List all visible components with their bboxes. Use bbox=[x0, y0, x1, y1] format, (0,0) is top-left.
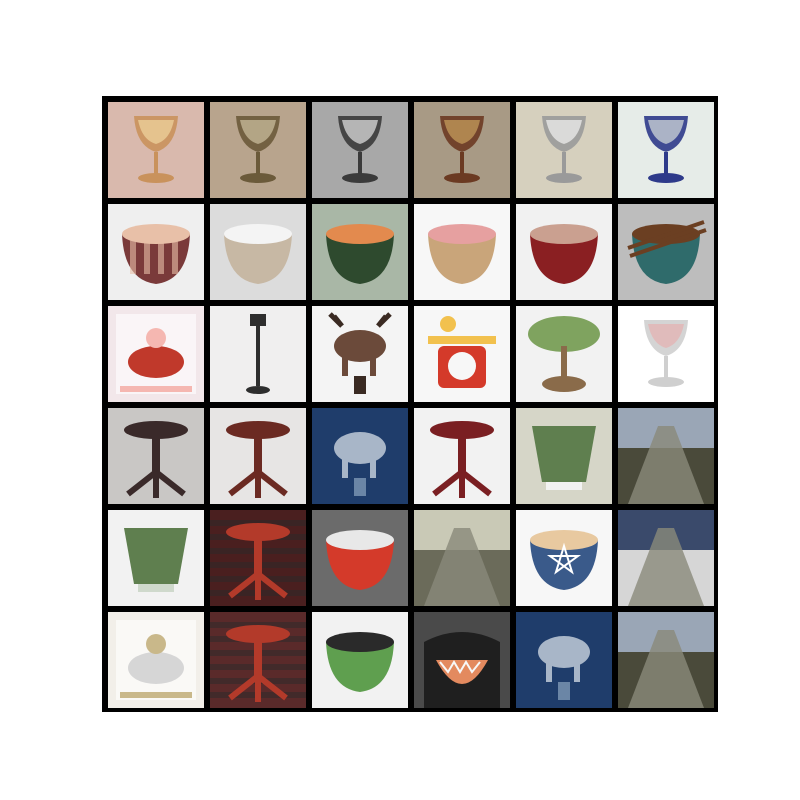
grid-tile bbox=[414, 102, 510, 198]
elephant-figurine-image bbox=[516, 612, 612, 708]
grid-tile bbox=[108, 102, 204, 198]
punch-bowl-image bbox=[312, 510, 408, 606]
grid-tile bbox=[312, 204, 408, 300]
goblet-glass-image bbox=[108, 102, 204, 198]
tree-lamp-image bbox=[516, 306, 612, 402]
bowl-watermelon-image bbox=[312, 204, 408, 300]
grid-tile bbox=[618, 102, 714, 198]
grid-tile bbox=[414, 510, 510, 606]
grid-tile bbox=[210, 102, 306, 198]
grid-tile bbox=[210, 612, 306, 708]
grid-tile bbox=[414, 408, 510, 504]
grid-tile bbox=[108, 204, 204, 300]
grid-tile bbox=[516, 204, 612, 300]
pentagram-cup-image bbox=[516, 510, 612, 606]
grid-tile bbox=[618, 612, 714, 708]
street-lamp-image bbox=[210, 306, 306, 402]
image-grid bbox=[102, 96, 718, 712]
canal-bridge-image bbox=[618, 408, 714, 504]
grid-tile bbox=[210, 204, 306, 300]
bowl-pottery-image bbox=[414, 204, 510, 300]
table-red-image bbox=[414, 408, 510, 504]
bowl-red-image bbox=[516, 204, 612, 300]
grid-tile bbox=[312, 306, 408, 402]
rug-table-image bbox=[210, 510, 306, 606]
toy-clock-image bbox=[414, 306, 510, 402]
rug-table-image bbox=[210, 612, 306, 708]
grid-tile bbox=[108, 306, 204, 402]
grid-tile bbox=[210, 306, 306, 402]
grid-tile bbox=[414, 204, 510, 300]
bowl-striped-image bbox=[108, 204, 204, 300]
elephant-figurine-image bbox=[312, 408, 408, 504]
magazine-rabbit-image bbox=[108, 612, 204, 708]
grid-tile bbox=[210, 510, 306, 606]
grid-tile bbox=[108, 612, 204, 708]
goblet-metal-image bbox=[210, 102, 306, 198]
moose-figurine-image bbox=[312, 306, 408, 402]
grid-tile bbox=[210, 408, 306, 504]
bowl-small-image bbox=[210, 204, 306, 300]
goblet-ornate-image bbox=[414, 102, 510, 198]
grid-tile bbox=[516, 408, 612, 504]
table-pedestal-image bbox=[210, 408, 306, 504]
goblet-silver-image bbox=[312, 102, 408, 198]
grid-tile bbox=[312, 102, 408, 198]
grid-tile bbox=[414, 612, 510, 708]
grid-tile bbox=[516, 612, 612, 708]
grid-tile bbox=[618, 510, 714, 606]
table-pedestal-image bbox=[108, 408, 204, 504]
grid-tile bbox=[312, 612, 408, 708]
grid-tile bbox=[108, 510, 204, 606]
goblet-blue-image bbox=[618, 102, 714, 198]
reptile-mouth-image bbox=[414, 612, 510, 708]
grid-tile bbox=[516, 102, 612, 198]
grid-tile bbox=[618, 306, 714, 402]
wine-glass-image bbox=[618, 306, 714, 402]
canal-bridge-image bbox=[618, 612, 714, 708]
goblet-silver-image bbox=[516, 102, 612, 198]
canal-bridge-image bbox=[414, 510, 510, 606]
grid-tile bbox=[516, 510, 612, 606]
bowl-chopsticks-image bbox=[618, 204, 714, 300]
grid-tile bbox=[516, 306, 612, 402]
grid-tile bbox=[414, 306, 510, 402]
planter-green-image bbox=[108, 510, 204, 606]
grid-tile bbox=[618, 408, 714, 504]
river-boat-image bbox=[618, 510, 714, 606]
lettuce-bowl-image bbox=[312, 612, 408, 708]
magazine-person-image bbox=[108, 306, 204, 402]
grid-tile bbox=[618, 204, 714, 300]
grid-tile bbox=[312, 408, 408, 504]
grid-tile bbox=[108, 408, 204, 504]
grid-tile bbox=[312, 510, 408, 606]
planter-green-image bbox=[516, 408, 612, 504]
